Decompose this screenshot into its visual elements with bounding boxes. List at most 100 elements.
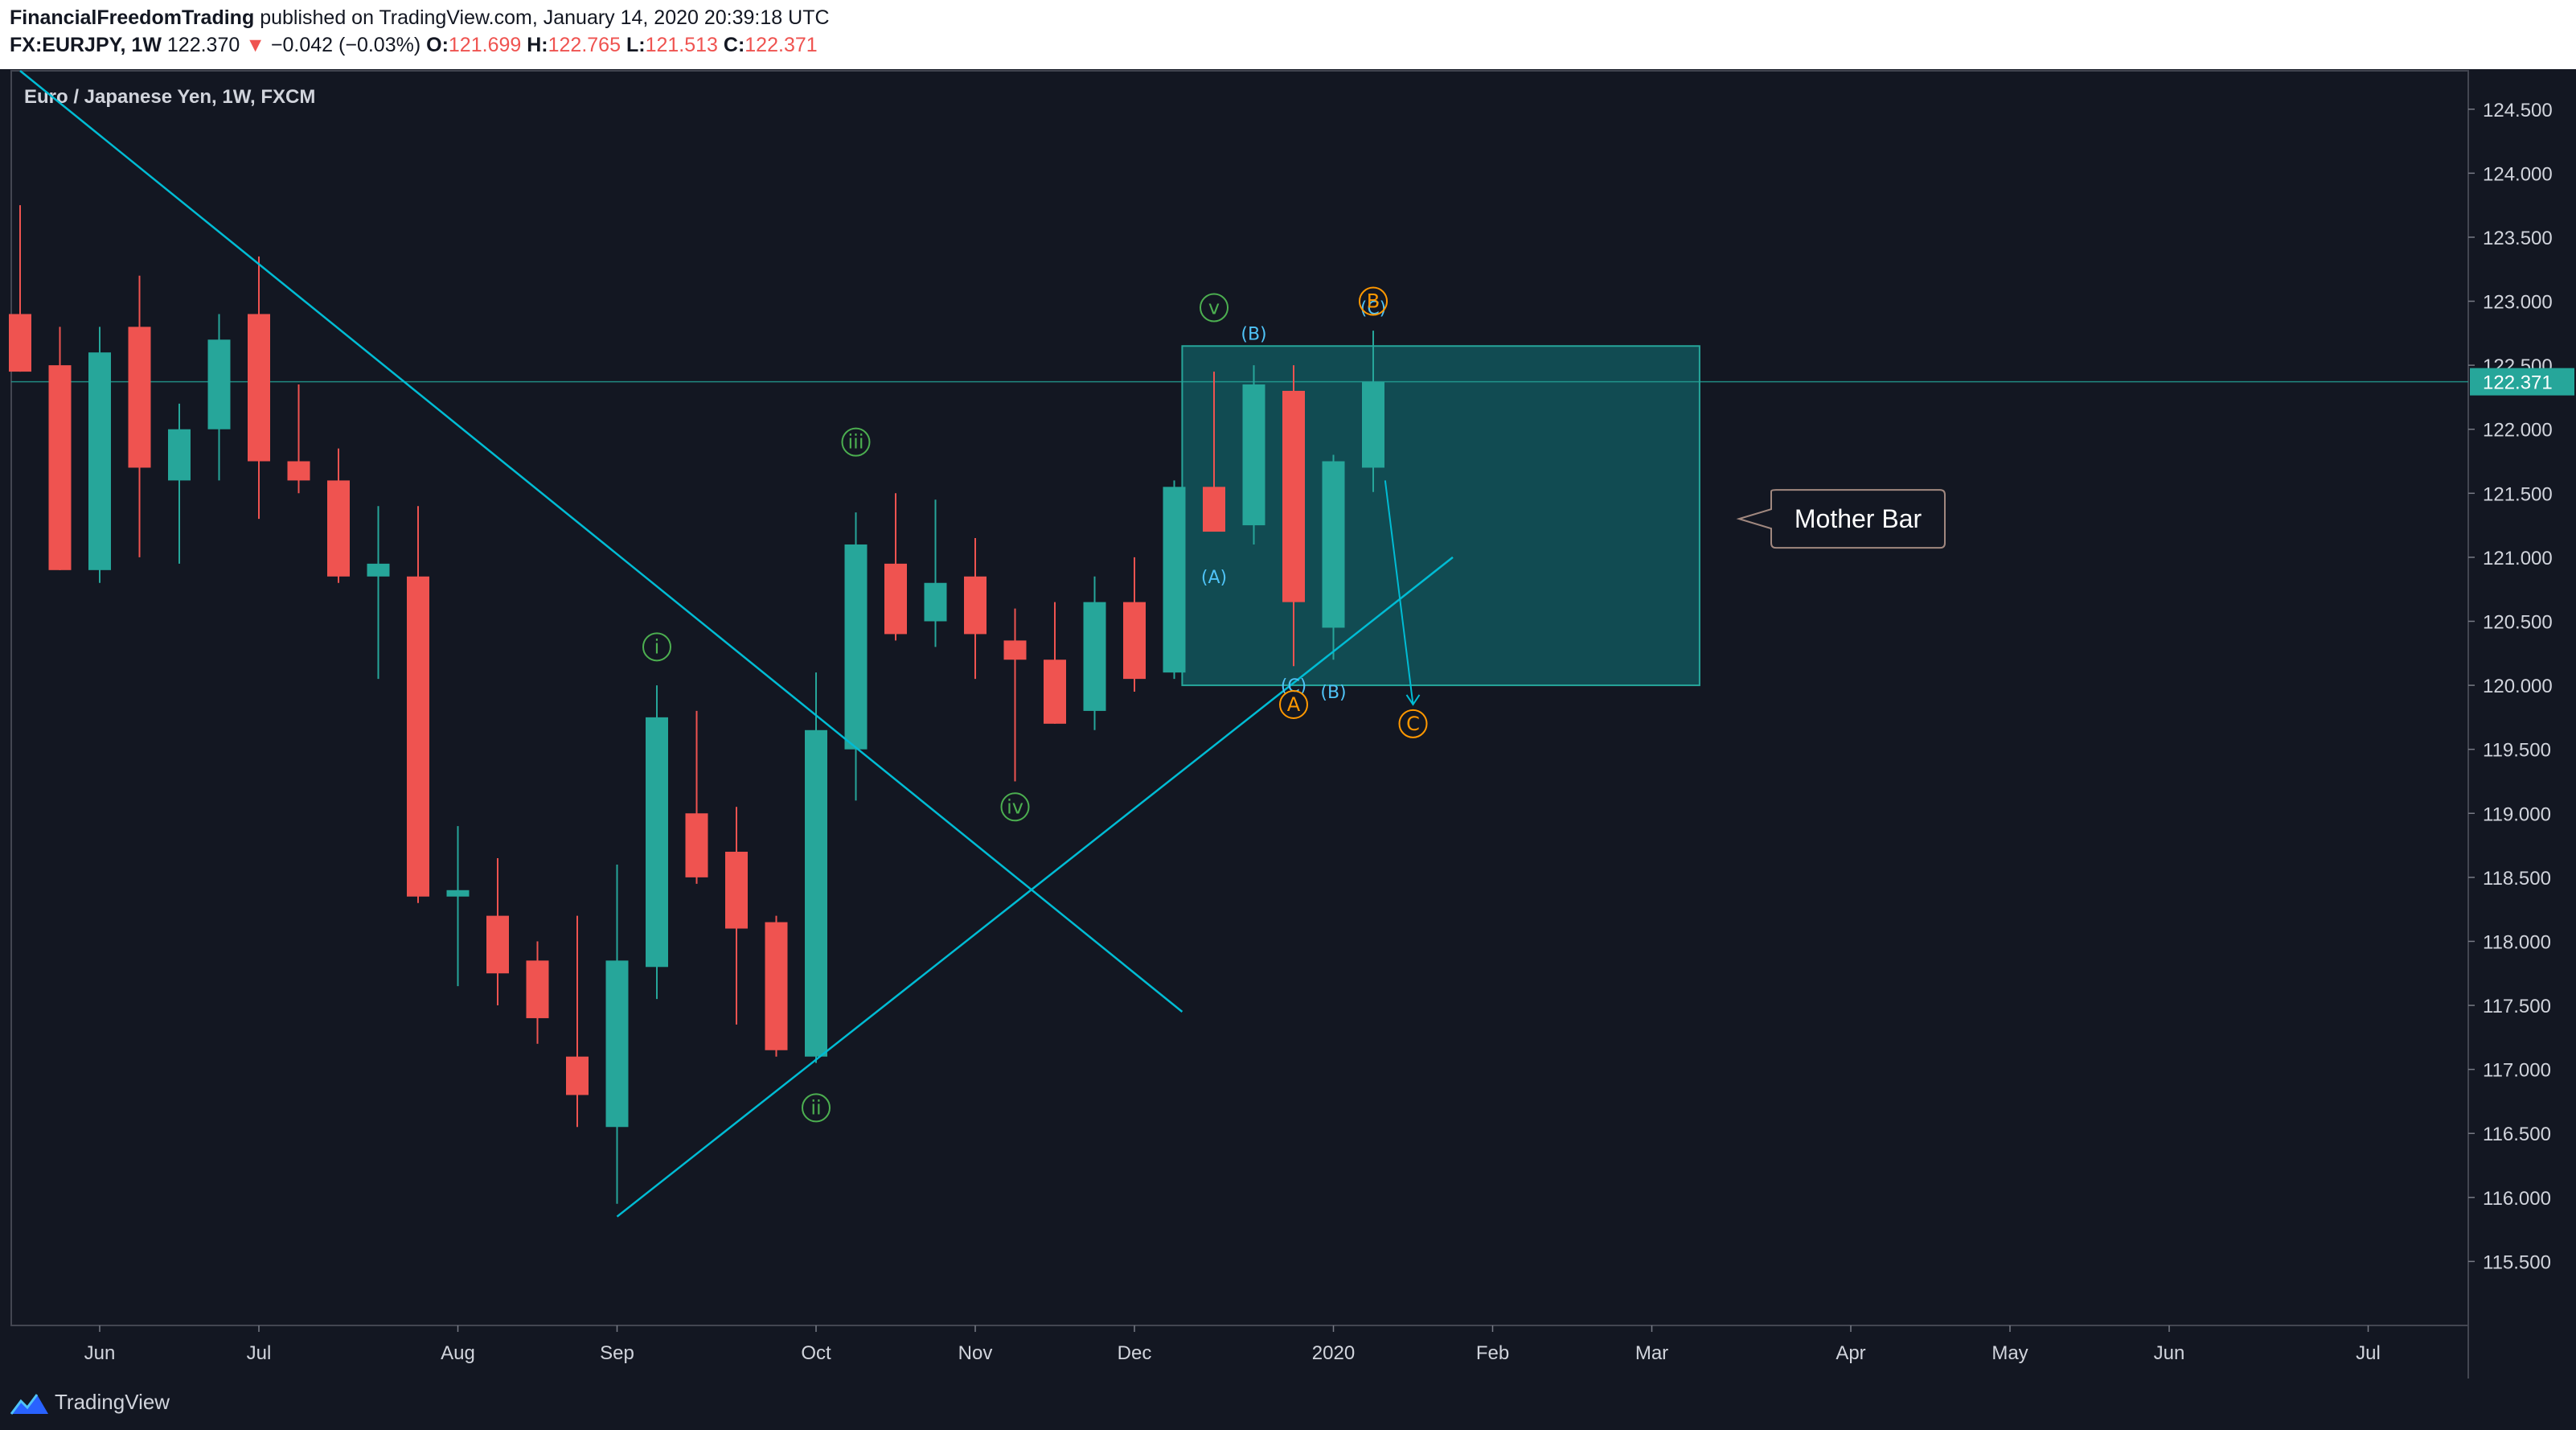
candle [526,941,549,1044]
x-tick-label: Jun [84,1342,116,1364]
candle-body [1163,487,1186,673]
candle-body [646,717,668,968]
candle [765,915,788,1057]
mother-bar-zone [1181,345,1700,687]
price-change: −0.042 (−0.03%) [270,34,421,56]
candle-body [1083,602,1106,711]
candle-body [1282,390,1305,602]
wave-label-text: A [1287,693,1301,716]
candle-body [924,582,947,622]
x-tick-label: Mar [1635,1342,1668,1364]
candle-body [1203,487,1225,532]
low-label: L: [626,34,646,56]
current-price-badge-text: 122.371 [2483,372,2553,394]
candle-body [566,1056,589,1095]
candle-body [526,960,549,1018]
candle [805,672,827,1063]
candle-body [486,915,509,974]
candle-body [367,563,390,577]
price-chart[interactable]: Euro / Japanese Yen, 1W, FXCM iiiiiiivv(… [0,69,2576,1379]
wave-label-circle [1000,792,1030,822]
candle [248,256,270,520]
y-tick-label: 119.500 [2483,740,2551,762]
change-down-icon: ▼ [245,34,265,56]
open-label: O: [426,34,449,56]
tradingview-logo-icon[interactable] [10,1390,50,1417]
publish-info: FinancialFreedomTrading published on Tra… [10,6,830,30]
candle [168,403,191,564]
y-tick-label: 124.000 [2483,163,2553,185]
arrow-head-icon [1405,694,1421,706]
chart-header: FinancialFreedomTrading published on Tra… [0,0,2576,69]
tradingview-brand[interactable]: TradingView [55,1390,170,1414]
y-tick-label: 116.000 [2483,1188,2551,1210]
wave-label: A [1279,689,1308,719]
price-axis[interactable]: 124.500124.000123.500123.000122.500122.0… [2468,100,2574,1274]
callout-text: Mother Bar [1795,504,1922,533]
x-tick-label: Aug [441,1342,475,1364]
current-price-badge-bg [2470,368,2574,396]
x-tick-label: Feb [1476,1342,1509,1364]
y-tick-label: 123.500 [2483,228,2553,249]
wave-label-circle [1398,709,1428,738]
low-value: 121.513 [645,34,718,56]
x-tick-label: Jul [247,1342,272,1364]
candle [1163,480,1186,680]
candle-body [1242,384,1265,526]
candle-body [88,352,111,570]
candle-body [287,461,310,481]
y-tick-label: 115.500 [2483,1251,2551,1273]
x-tick-label: Sep [600,1342,634,1364]
wave-label: iii [841,427,871,457]
candle [1083,576,1106,730]
wave-label-text: C [1406,713,1420,735]
time-axis[interactable]: Jun Jul Aug Sep Oct Nov Dec 2020 Feb Mar Apr May Jun… [84,1325,2381,1364]
x-tick-label: May [1991,1342,2028,1364]
wave-label-text: B [1367,290,1380,313]
candle-body [446,890,470,897]
last-price: 122.370 [166,34,240,56]
candle-body [685,813,708,877]
candle-body [9,314,31,372]
author-name[interactable]: FinancialFreedomTrading [10,6,255,29]
candle [48,327,72,570]
candle-body [725,852,748,929]
wave-label-text: ii [810,1096,821,1119]
wave-label-text: (B) [1320,683,1346,703]
x-tick-label: 2020 [1312,1342,1355,1364]
candle [446,826,470,987]
chart-title: Euro / Japanese Yen, 1W, FXCM [24,86,315,108]
wave-label: C [1398,709,1428,738]
wave-label-circle [1279,689,1308,719]
wave-label-circle [841,427,871,457]
y-tick-label: 117.500 [2483,996,2551,1017]
wave-label-text: iv [1007,795,1023,818]
candle-body [605,960,629,1128]
y-tick-label: 120.500 [2483,611,2553,633]
candle [1044,602,1066,724]
candle [287,384,310,494]
candle [1203,372,1225,532]
candle-body [1003,640,1027,660]
high-label: H: [527,34,548,56]
candles [9,205,1384,1204]
candle [1123,557,1146,692]
candle [1322,454,1345,660]
y-tick-label: 116.500 [2483,1124,2551,1145]
y-tick-label: 121.000 [2483,548,2553,569]
candle-body [765,922,788,1050]
candle [207,314,231,481]
candle [1362,331,1384,492]
plot-border [10,70,2469,1326]
wave-label-circle [642,632,671,662]
candle-body [128,327,151,468]
x-tick-label: Jun [2154,1342,2185,1364]
candle [1282,365,1305,667]
candle [884,493,907,641]
y-tick-label: 118.000 [2483,931,2551,953]
candle [725,807,748,1025]
candle-body [207,339,231,429]
trendlines [19,70,1454,1218]
y-tick-label: 120.000 [2483,676,2553,697]
candle-body [1044,660,1066,724]
